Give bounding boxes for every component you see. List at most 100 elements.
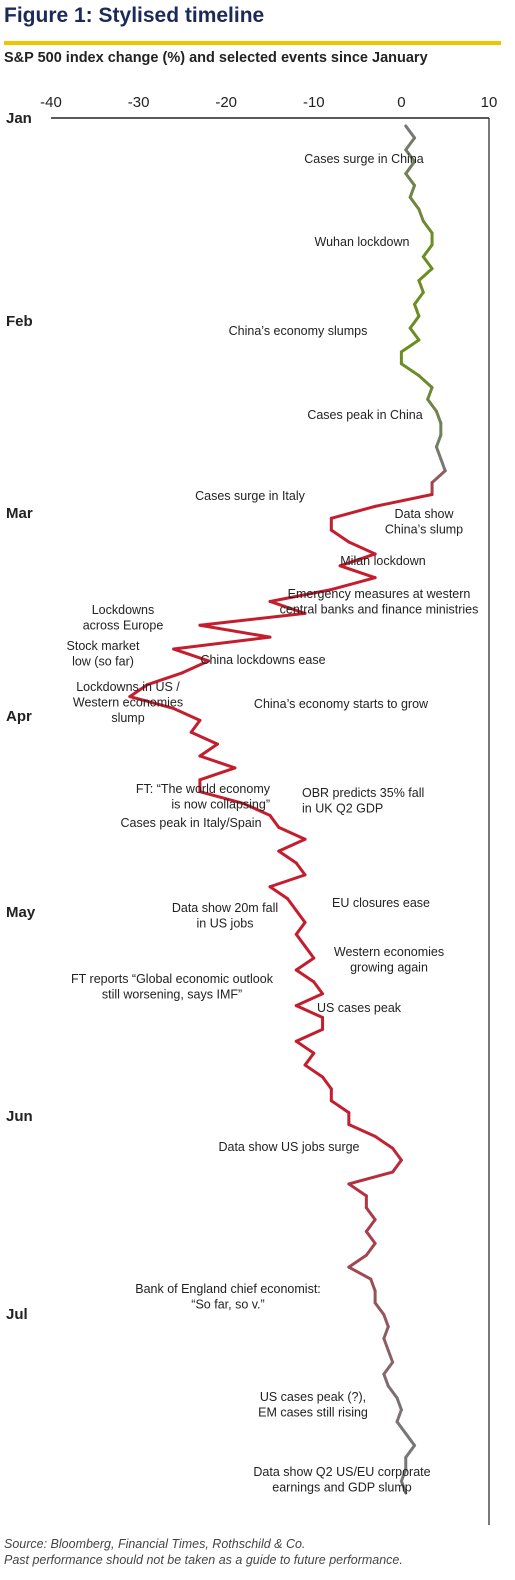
series-segment bbox=[294, 1004, 325, 1020]
series-segment bbox=[408, 326, 421, 342]
event-annotation: Lockdowns across Europe bbox=[83, 603, 164, 633]
series-segment bbox=[373, 1301, 386, 1317]
series-segment bbox=[198, 623, 272, 639]
series-segment bbox=[268, 813, 281, 829]
event-annotation-line: Bank of England chief economist: bbox=[135, 1282, 321, 1296]
event-annotation-line: FT reports “Global economic outlook bbox=[71, 972, 274, 986]
series-segment bbox=[294, 1027, 325, 1043]
month-label-feb: Feb bbox=[6, 313, 33, 330]
series-segment bbox=[329, 528, 351, 544]
series-segment bbox=[373, 1134, 395, 1150]
series-segment bbox=[303, 944, 316, 960]
event-annotation-line: US cases peak bbox=[317, 1001, 402, 1015]
event-annotation-line: “So far, so v.” bbox=[191, 1298, 264, 1312]
month-label-jan: Jan bbox=[6, 110, 32, 127]
event-annotation-line: Western economies bbox=[73, 696, 183, 710]
series-segment bbox=[391, 1158, 403, 1174]
series-segment bbox=[128, 683, 149, 699]
event-annotation: FT reports “Global economic outlook still… bbox=[71, 972, 274, 1002]
series-segment bbox=[338, 564, 377, 580]
event-annotation-line: EM cases still rising bbox=[258, 1406, 368, 1420]
series-segment bbox=[364, 1206, 377, 1222]
event-annotation: Data show Q2 US/EU corporate earnings and… bbox=[253, 1465, 430, 1495]
series-segment bbox=[399, 362, 421, 378]
x-tick-label: 10 bbox=[481, 94, 498, 111]
series-segment bbox=[268, 885, 290, 901]
series-segment bbox=[404, 1443, 417, 1459]
event-annotation: OBR predicts 35% fall in UK Q2 GDP bbox=[302, 786, 424, 816]
series-segment bbox=[145, 671, 184, 687]
event-annotation-line: earnings and GDP slump bbox=[272, 1481, 411, 1495]
series-segment bbox=[347, 1123, 377, 1138]
series-segment bbox=[434, 409, 443, 425]
series-segment bbox=[329, 504, 377, 520]
event-annotation: China’s economy starts to grow bbox=[254, 697, 429, 711]
x-tick-label: -20 bbox=[215, 94, 237, 111]
series-segment bbox=[303, 1051, 316, 1067]
event-annotation-line: FT: “The world economy bbox=[136, 782, 271, 796]
series-segment bbox=[294, 920, 307, 936]
series-segment bbox=[268, 873, 307, 889]
event-annotation: Cases surge in Italy bbox=[195, 489, 306, 503]
series-segment bbox=[364, 1218, 377, 1233]
series-segment bbox=[439, 457, 447, 473]
event-annotation-line: growing again bbox=[350, 961, 428, 975]
event-annotation: Stock market low (so far) bbox=[67, 639, 140, 669]
event-annotation-line: Data show US jobs surge bbox=[218, 1140, 359, 1154]
series-segment bbox=[382, 1336, 390, 1352]
series-segment bbox=[329, 1099, 351, 1115]
event-annotation-line: across Europe bbox=[83, 619, 164, 633]
series-segment bbox=[294, 968, 316, 984]
figure-title: Figure 1: Stylised timeline bbox=[4, 4, 265, 27]
event-annotation-line: EU closures ease bbox=[332, 896, 430, 910]
event-annotation: Data show 20m fall in US jobs bbox=[172, 901, 278, 931]
event-annotation-line: Data show 20m fall bbox=[172, 901, 278, 915]
series-segment bbox=[391, 1146, 403, 1162]
series-segment bbox=[369, 1277, 377, 1293]
series-segment bbox=[426, 397, 438, 413]
event-annotation: China’s economy slumps bbox=[229, 324, 368, 338]
x-tick-label: -30 bbox=[128, 94, 150, 111]
series-segment bbox=[426, 386, 434, 401]
series-segment bbox=[399, 1467, 408, 1483]
series-segment bbox=[417, 279, 425, 294]
event-annotation-line: OBR predicts 35% fall bbox=[302, 786, 424, 800]
series-segment bbox=[268, 599, 307, 615]
event-annotation-line: Cases surge in Italy bbox=[195, 489, 306, 503]
series-segment bbox=[413, 302, 421, 318]
event-annotation: Emergency measures at western central ban… bbox=[280, 587, 479, 617]
event-annotation-line: in US jobs bbox=[197, 917, 254, 931]
series-segment bbox=[294, 861, 307, 877]
series-segment bbox=[347, 1265, 373, 1281]
event-annotation: Data show US jobs surge bbox=[218, 1140, 359, 1154]
series-segment bbox=[373, 492, 434, 508]
event-annotation-line: is now collapsing” bbox=[171, 798, 270, 812]
month-label-apr: Apr bbox=[6, 708, 32, 725]
event-annotation-line: Wuhan lockdown bbox=[315, 235, 410, 249]
event-annotation-line: Western economies bbox=[334, 945, 444, 959]
event-annotation-line: Emergency measures at western bbox=[288, 587, 471, 601]
series-segment bbox=[413, 290, 425, 306]
event-annotation: Lockdowns in US / Western economies slump bbox=[73, 680, 183, 725]
series-segment bbox=[189, 730, 219, 746]
series-segment bbox=[303, 1063, 325, 1079]
event-annotation-line: China’s economy slumps bbox=[229, 324, 368, 338]
series-segment bbox=[294, 932, 307, 948]
event-annotation-line: Milan lockdown bbox=[340, 554, 426, 568]
event-annotation-line: Stock market bbox=[67, 639, 140, 653]
event-annotation-line: China’s slump bbox=[385, 523, 463, 537]
series-segment bbox=[434, 445, 443, 461]
series-segment bbox=[242, 802, 272, 817]
series-segment bbox=[321, 1075, 333, 1091]
series-segment bbox=[434, 433, 443, 449]
series-segment bbox=[347, 540, 377, 556]
x-tick-label: -10 bbox=[303, 94, 325, 111]
series-segment bbox=[172, 635, 272, 651]
series-segment bbox=[347, 1182, 368, 1198]
series-segment bbox=[347, 1170, 395, 1186]
series-segment bbox=[399, 1479, 408, 1495]
series-segment bbox=[404, 1432, 417, 1447]
series-segment bbox=[404, 136, 417, 152]
series-segment bbox=[338, 552, 377, 568]
event-annotation: US cases peak bbox=[317, 1001, 402, 1015]
